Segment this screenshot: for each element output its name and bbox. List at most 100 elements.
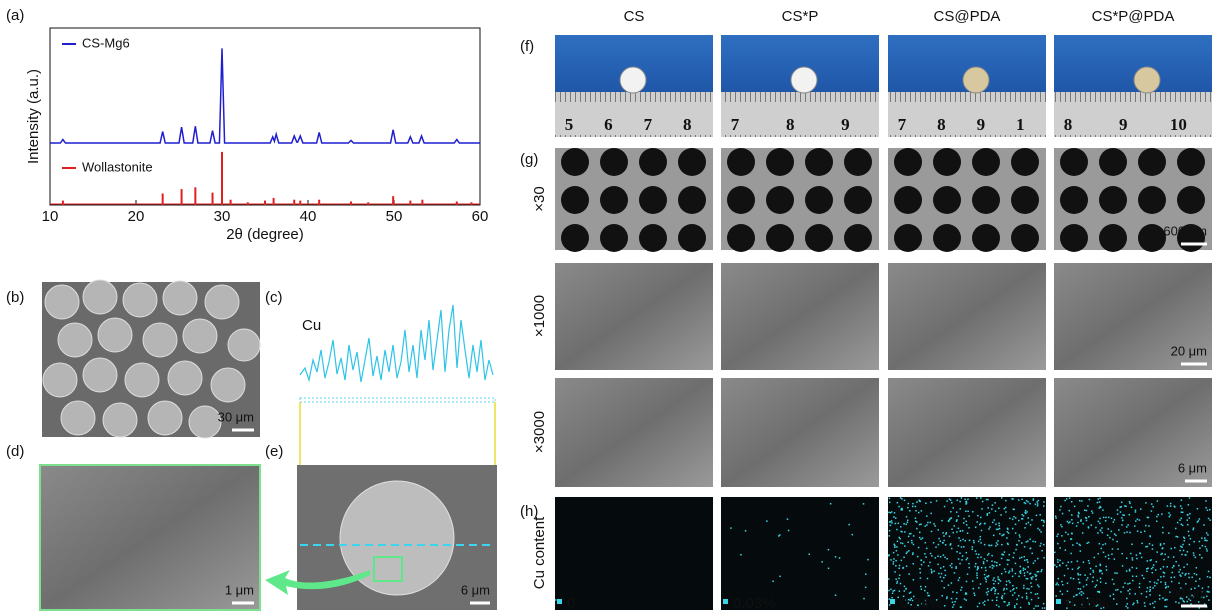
cu-dot [994,593,996,595]
column-header: CS*P@PDA [1092,8,1175,25]
cu-dot [1159,598,1161,600]
cu-dot [1086,579,1088,581]
scan-box [300,398,495,402]
cu-dot [994,502,996,504]
cu-dot [940,540,942,542]
cu-dot [1101,527,1103,529]
cu-dot [899,565,901,567]
cu-dot [987,507,989,509]
cu-dot [1178,571,1180,573]
cu-dot [1028,522,1030,524]
cu-dot [943,554,945,556]
eds-map [555,497,713,610]
pore [1177,148,1205,176]
cu-dot [1008,602,1010,604]
pore [1011,186,1039,214]
cu-dot [1029,573,1031,575]
cu-dot [1003,554,1005,556]
cu-dot [1032,576,1034,578]
cu-dot [1016,599,1018,601]
cu-dot [997,540,999,542]
legend-chip [723,599,728,604]
cu-dot [917,556,919,558]
cu-dot [1008,554,1010,556]
pore [561,224,589,252]
pore [844,186,872,214]
cu-dot [1079,544,1081,546]
cu-dot [946,596,948,598]
cu-dot [1078,588,1080,590]
cu-dot [1208,586,1210,588]
cu-dot [1120,591,1122,593]
cu-dot [1164,606,1166,608]
cu-dot [976,572,978,574]
cu-dot [955,567,957,569]
cu-dot [1086,520,1088,522]
cu-dot [1163,576,1165,578]
cu-dot [1105,517,1107,519]
cu-dot [908,536,910,538]
row-label: Cu content [531,516,548,589]
cu-dot [942,542,944,544]
cu-dot [1099,498,1101,500]
cu-dot [1071,519,1073,521]
cu-dot [1206,550,1208,552]
cu-dot [1064,575,1066,577]
cu-dot [1105,556,1107,558]
cu-dot [1008,604,1010,606]
cu-dot [1097,553,1099,555]
cu-dot [898,568,900,570]
cu-dot [1021,514,1023,516]
cu-dot [1157,579,1159,581]
cu-dot [1126,557,1128,559]
photo-background [1054,35,1212,93]
cu-dot [1207,509,1209,511]
cu-dot [1204,540,1206,542]
cu-dot [996,597,998,599]
cu-dot [994,561,996,563]
cu-dot [1028,588,1030,590]
cu-dot [902,567,904,569]
cu-dot [895,565,897,567]
cu-dot [948,584,950,586]
cu-dot [1023,569,1024,571]
cu-dot [1184,540,1186,542]
cu-dot [1026,596,1028,598]
cu-dot [984,577,986,579]
cu-dot [1123,586,1125,588]
cu-dot [931,531,933,533]
cu-dot [1004,551,1006,553]
ruler [1054,92,1212,137]
cu-dot [898,537,900,539]
cu-dot [1182,544,1184,546]
cu-dot [1193,555,1195,557]
cu-dot [1174,576,1176,578]
cu-dot [1127,524,1129,526]
cu-dot [982,602,984,604]
pore [639,224,667,252]
cu-dot [1031,553,1033,555]
cu-dot [1170,514,1172,516]
cu-dot [1208,518,1210,520]
cu-dot [1146,571,1148,573]
cu-dot [998,525,1000,527]
cu-dot [1154,582,1156,584]
cu-dot [977,569,979,571]
cu-dot [1134,525,1136,527]
cu-dot [1110,595,1112,597]
cu-dot [1016,603,1018,605]
cu-dot [944,570,946,572]
cu-dot [888,590,890,592]
cu-dot [1122,514,1124,516]
cu-dot [895,517,897,519]
cu-dot [1107,535,1109,537]
cu-dot [930,502,932,504]
cu-dot [1067,521,1069,523]
cu-dot [894,512,896,514]
cu-dot [1199,518,1201,520]
cu-dot [924,590,926,592]
cu-dot [1012,585,1014,587]
cu-dot [995,545,997,547]
cu-dot [1111,553,1113,555]
column-header: CS [624,8,645,25]
